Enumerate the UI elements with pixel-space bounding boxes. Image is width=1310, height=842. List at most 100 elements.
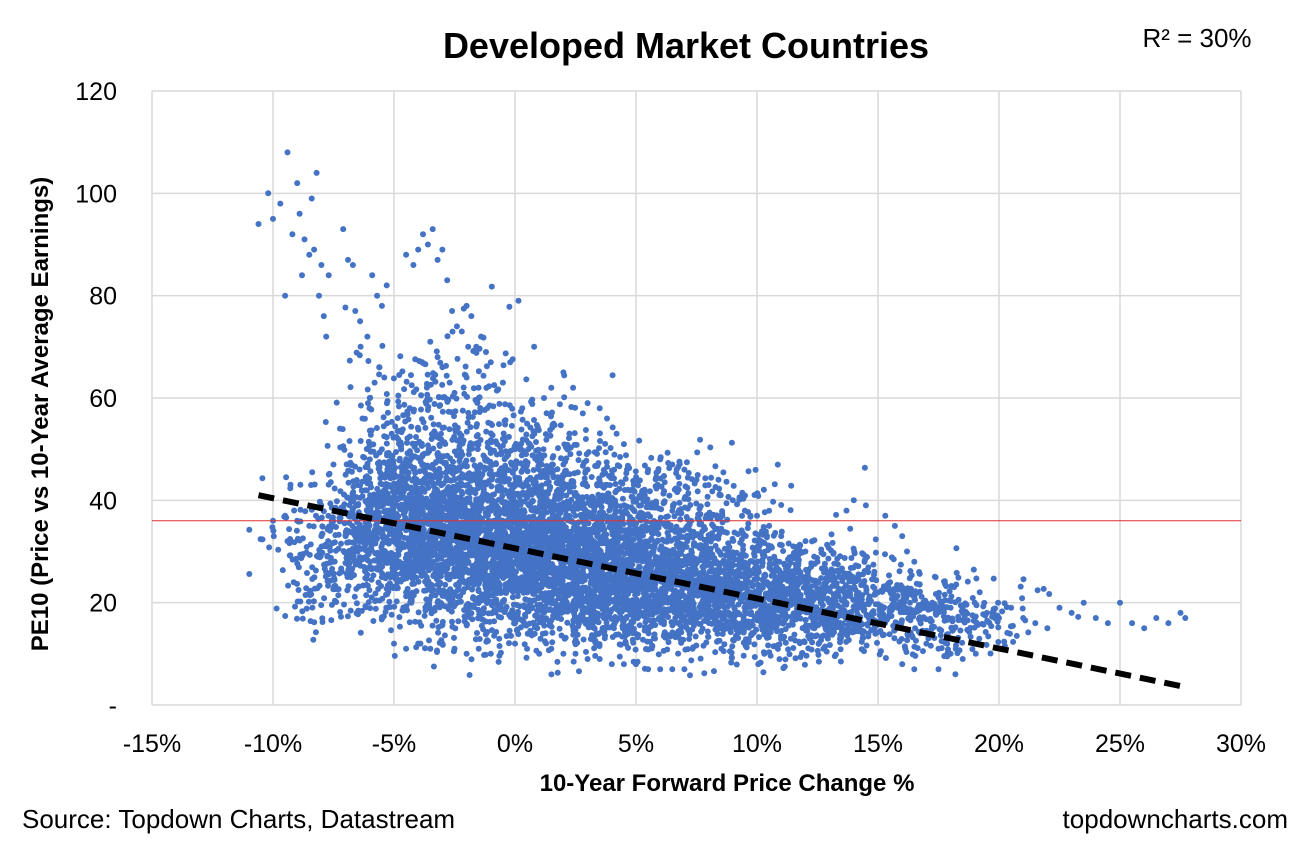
data-point xyxy=(386,464,393,471)
data-point xyxy=(557,534,564,541)
data-point xyxy=(692,633,699,640)
data-point xyxy=(386,458,393,465)
data-point xyxy=(407,599,414,606)
data-point xyxy=(456,545,462,552)
data-point xyxy=(513,558,520,565)
data-point xyxy=(466,546,473,553)
data-point xyxy=(501,597,508,603)
data-point xyxy=(539,630,546,637)
data-point xyxy=(436,465,443,472)
data-point xyxy=(417,479,424,486)
data-point xyxy=(401,570,408,577)
data-point xyxy=(415,609,422,616)
data-point xyxy=(426,448,433,455)
data-point xyxy=(458,488,465,495)
data-point xyxy=(419,508,426,515)
data-point xyxy=(539,563,546,570)
data-point xyxy=(619,625,626,632)
data-point xyxy=(385,526,392,533)
data-point xyxy=(471,604,477,611)
data-point xyxy=(367,492,374,499)
data-point xyxy=(346,467,353,474)
data-point xyxy=(449,618,455,625)
data-point xyxy=(439,621,446,628)
data-point xyxy=(500,606,507,613)
data-point xyxy=(365,524,372,531)
data-point xyxy=(546,486,553,493)
data-point xyxy=(531,597,538,604)
data-point xyxy=(499,493,506,499)
data-point xyxy=(475,586,482,593)
data-point xyxy=(506,537,513,544)
data-point xyxy=(316,498,323,505)
data-point xyxy=(395,496,402,503)
data-point xyxy=(686,636,693,642)
data-point xyxy=(544,555,551,562)
data-point xyxy=(551,530,558,537)
data-point xyxy=(604,588,611,595)
data-point xyxy=(404,566,411,573)
data-point xyxy=(442,581,449,588)
data-point xyxy=(445,596,452,602)
data-point xyxy=(333,498,340,505)
data-point xyxy=(517,586,524,593)
data-point xyxy=(541,638,548,645)
data-point xyxy=(428,539,435,546)
data-point xyxy=(509,528,516,535)
data-point xyxy=(765,603,772,610)
data-point xyxy=(425,484,432,491)
data-point xyxy=(658,506,665,513)
data-point xyxy=(555,502,562,509)
data-point xyxy=(664,513,671,520)
data-point xyxy=(555,595,562,602)
data-point xyxy=(426,637,432,644)
data-point xyxy=(434,649,440,655)
data-point xyxy=(390,529,397,536)
data-point xyxy=(493,451,500,458)
data-point xyxy=(560,592,567,599)
data-point xyxy=(333,399,340,406)
data-point xyxy=(375,494,382,501)
data-point xyxy=(266,544,273,551)
data-point xyxy=(446,574,453,581)
data-point xyxy=(496,528,503,534)
data-point xyxy=(396,577,403,583)
data-point xyxy=(357,438,364,444)
data-point xyxy=(413,508,420,515)
data-point xyxy=(384,452,390,459)
data-point xyxy=(359,478,366,485)
data-point xyxy=(403,551,410,558)
data-point xyxy=(571,555,578,562)
data-point xyxy=(331,485,338,492)
data-point xyxy=(448,550,455,557)
data-point xyxy=(434,556,441,563)
data-point xyxy=(488,610,495,617)
data-point xyxy=(497,556,504,563)
data-point xyxy=(478,566,485,573)
data-point xyxy=(369,510,376,517)
data-point xyxy=(430,663,437,670)
data-point xyxy=(481,558,488,565)
data-point xyxy=(427,605,434,612)
data-point xyxy=(496,523,503,530)
data-point xyxy=(394,538,401,545)
data-point xyxy=(310,598,317,605)
data-point xyxy=(484,637,491,644)
data-point xyxy=(531,624,538,631)
data-point xyxy=(513,627,520,634)
data-point xyxy=(495,587,502,594)
data-point xyxy=(501,588,508,595)
data-point xyxy=(389,506,396,513)
data-point xyxy=(405,416,412,423)
data-point xyxy=(420,536,427,543)
data-point xyxy=(591,645,598,652)
data-point xyxy=(423,532,430,539)
data-point xyxy=(326,470,333,477)
data-point xyxy=(481,548,488,555)
data-point xyxy=(480,626,487,633)
data-point xyxy=(424,581,431,588)
data-point xyxy=(613,631,619,638)
data-point xyxy=(404,439,410,446)
data-point xyxy=(393,449,399,455)
data-point xyxy=(468,568,475,575)
